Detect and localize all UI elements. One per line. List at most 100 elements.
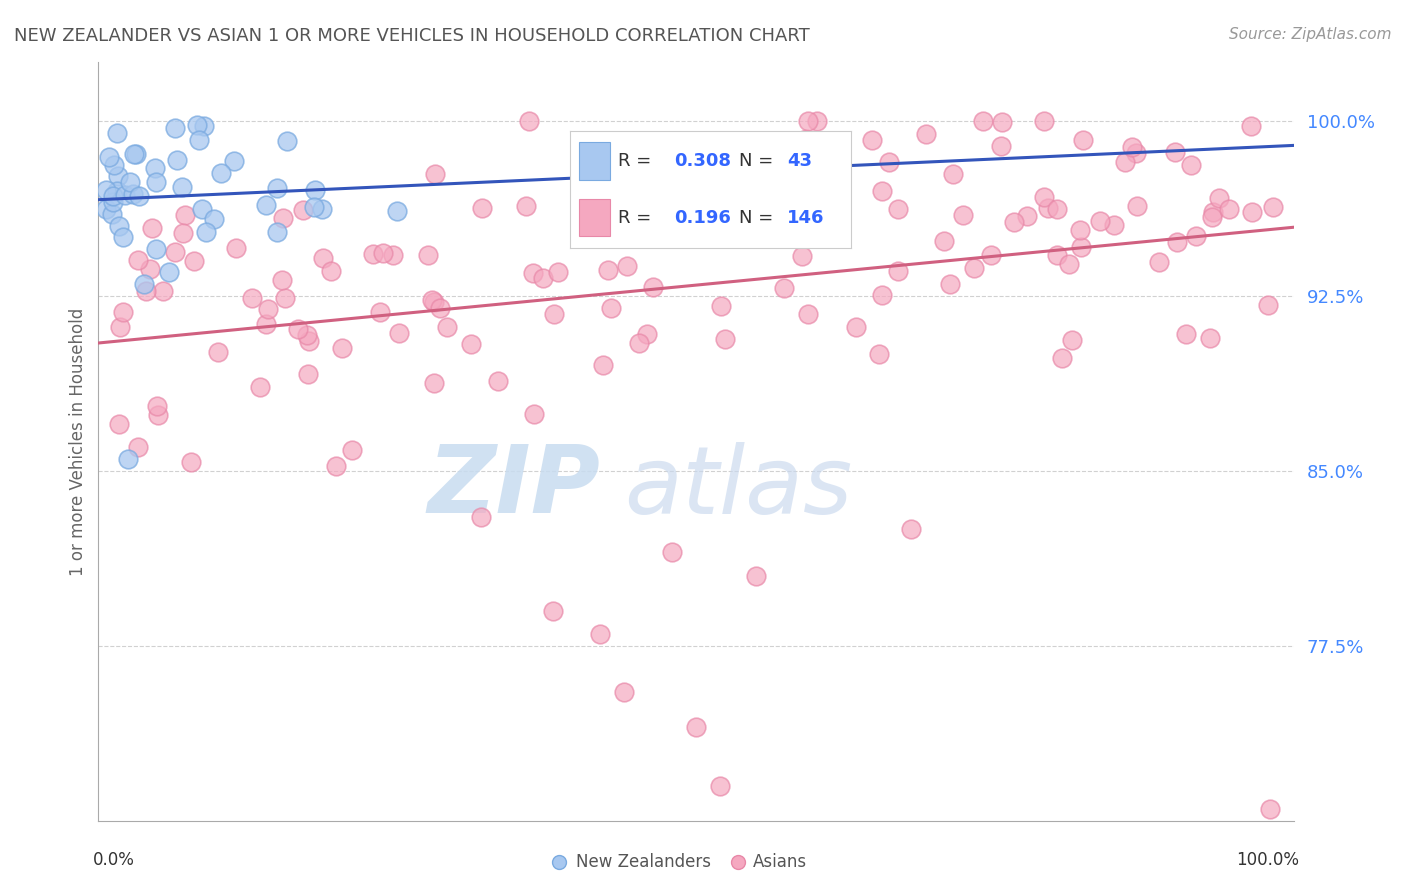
Point — [172, 179, 194, 194]
Point — [145, 242, 167, 256]
Point — [107, 219, 129, 233]
Point — [522, 266, 544, 280]
Text: ZIP: ZIP — [427, 441, 600, 533]
Point — [371, 246, 394, 260]
Point — [688, 181, 710, 195]
Point — [523, 407, 546, 421]
Point — [1184, 229, 1206, 244]
Point — [101, 207, 124, 221]
Text: NEW ZEALANDER VS ASIAN 1 OR MORE VEHICLES IN HOUSEHOLD CORRELATION CHART: NEW ZEALANDER VS ASIAN 1 OR MORE VEHICLE… — [14, 27, 810, 45]
Point — [900, 522, 922, 536]
Point — [266, 181, 288, 195]
Point — [1002, 215, 1025, 229]
Point — [340, 443, 363, 458]
Point — [1121, 140, 1143, 154]
Point — [436, 319, 458, 334]
Point — [274, 291, 297, 305]
Point — [1241, 204, 1264, 219]
Point — [1090, 214, 1112, 228]
Point — [146, 399, 169, 413]
Point — [183, 254, 205, 268]
Point — [517, 113, 540, 128]
Point — [616, 259, 638, 273]
Point — [118, 175, 141, 189]
Point — [797, 113, 820, 128]
Point — [361, 247, 384, 261]
Point — [942, 167, 965, 181]
Point — [1036, 202, 1059, 216]
Point — [121, 187, 143, 202]
Point — [1114, 155, 1136, 169]
Point — [145, 175, 167, 189]
Point — [311, 202, 333, 217]
Point — [541, 604, 564, 618]
Point — [297, 328, 319, 343]
Point — [794, 132, 817, 146]
Point — [298, 334, 321, 348]
Point — [132, 277, 155, 291]
Point — [297, 367, 319, 381]
Point — [186, 118, 208, 132]
Point — [165, 120, 187, 135]
Point — [209, 166, 232, 180]
Point — [725, 198, 748, 212]
Point — [613, 685, 636, 699]
Point — [418, 248, 440, 262]
Point — [157, 265, 180, 279]
Point — [1062, 333, 1084, 347]
Point — [547, 265, 569, 279]
Point — [152, 284, 174, 298]
Point — [915, 127, 938, 141]
Point — [1257, 298, 1279, 312]
Point — [1071, 133, 1094, 147]
Text: Asians: Asians — [754, 854, 807, 871]
Point — [1052, 351, 1074, 366]
Point — [1166, 235, 1188, 249]
Point — [934, 234, 956, 248]
Point — [1201, 210, 1223, 224]
Point — [723, 230, 745, 244]
Point — [1258, 802, 1281, 816]
Point — [139, 262, 162, 277]
Point — [207, 344, 229, 359]
Point — [872, 184, 894, 198]
Point — [319, 264, 342, 278]
Point — [146, 408, 169, 422]
Point — [105, 184, 128, 198]
Point — [745, 568, 768, 582]
Point — [742, 212, 765, 227]
Point — [952, 208, 974, 222]
Point — [127, 252, 149, 267]
Point — [1045, 202, 1067, 216]
Point — [870, 288, 893, 302]
Point — [797, 307, 820, 321]
Point — [385, 203, 409, 218]
Point — [103, 194, 125, 209]
Point — [1149, 255, 1171, 269]
Point — [599, 301, 621, 315]
Point — [589, 627, 612, 641]
Point — [531, 271, 554, 285]
Point — [1032, 190, 1054, 204]
Point — [368, 305, 391, 319]
Point — [661, 545, 683, 559]
Point — [103, 158, 125, 172]
Point — [596, 262, 619, 277]
Point — [1102, 218, 1125, 232]
Point — [224, 154, 246, 169]
Point — [657, 166, 679, 180]
Point — [127, 440, 149, 454]
Point — [1069, 223, 1091, 237]
Point — [990, 114, 1012, 128]
Point — [790, 249, 813, 263]
Point — [1125, 146, 1147, 161]
Point — [1218, 202, 1240, 216]
Point — [271, 211, 294, 226]
Point — [1175, 327, 1198, 342]
Point — [423, 167, 446, 181]
Point — [143, 161, 166, 175]
Point — [488, 374, 510, 388]
Point — [166, 153, 188, 167]
Point — [600, 210, 623, 224]
Point — [135, 284, 157, 298]
